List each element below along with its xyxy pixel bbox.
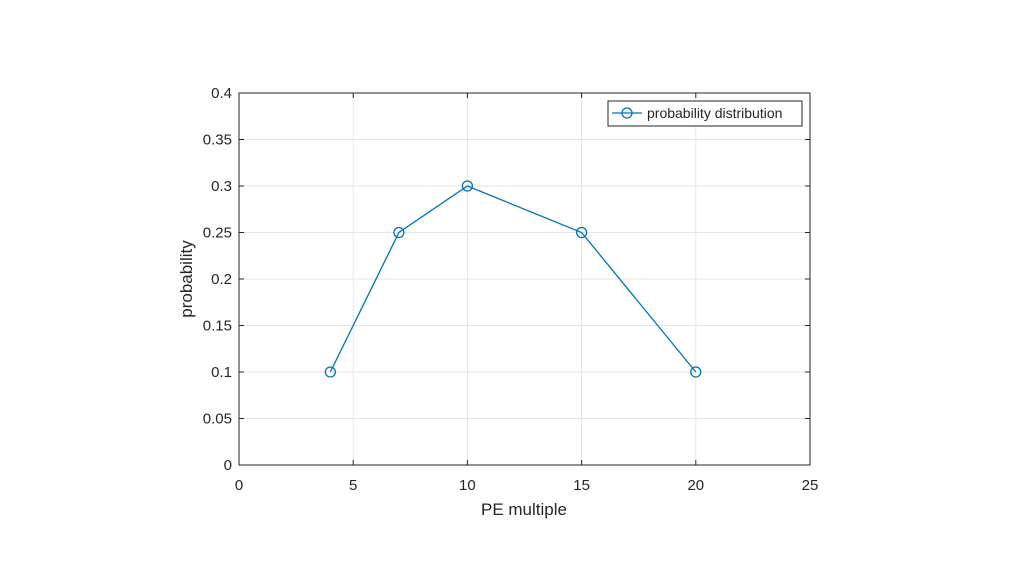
x-tick-label: 0 <box>235 477 243 494</box>
y-tick-label: 0.15 <box>203 318 232 335</box>
legend-label: probability distribution <box>647 105 782 121</box>
data-point <box>393 226 405 239</box>
y-tick-label: 0.35 <box>203 132 232 149</box>
y-tick-label: 0.1 <box>211 364 232 381</box>
axis-ticks: 0 5 10 15 20 25 0 0.05 0.1 0.15 0.2 0.25 0.3 0.35 0.4 <box>203 85 819 494</box>
x-tick-label: 10 <box>459 477 476 494</box>
legend-marker-swatch <box>621 107 633 119</box>
series-line <box>329 185 697 373</box>
x-tick-label: 25 <box>802 477 819 494</box>
x-tick-label: 15 <box>573 477 590 494</box>
x-tick-label: 5 <box>349 477 357 494</box>
series-group <box>324 180 702 378</box>
y-axis-label: probability <box>177 240 196 318</box>
y-tick-label: 0.05 <box>203 411 232 428</box>
data-point <box>575 226 588 239</box>
legend: probability distribution <box>607 100 803 127</box>
y-tick-label: 0 <box>224 457 232 474</box>
grid <box>239 93 810 465</box>
y-tick-label: 0.25 <box>203 225 232 242</box>
data-point <box>324 366 337 378</box>
y-tick-label: 0.4 <box>211 85 232 102</box>
y-tick-label: 0.3 <box>211 178 232 195</box>
data-point <box>690 366 702 378</box>
x-tick-label: 20 <box>687 477 704 494</box>
y-tick-label: 0.2 <box>211 271 232 288</box>
data-point <box>461 180 474 192</box>
x-axis-label: PE multiple <box>481 500 567 519</box>
